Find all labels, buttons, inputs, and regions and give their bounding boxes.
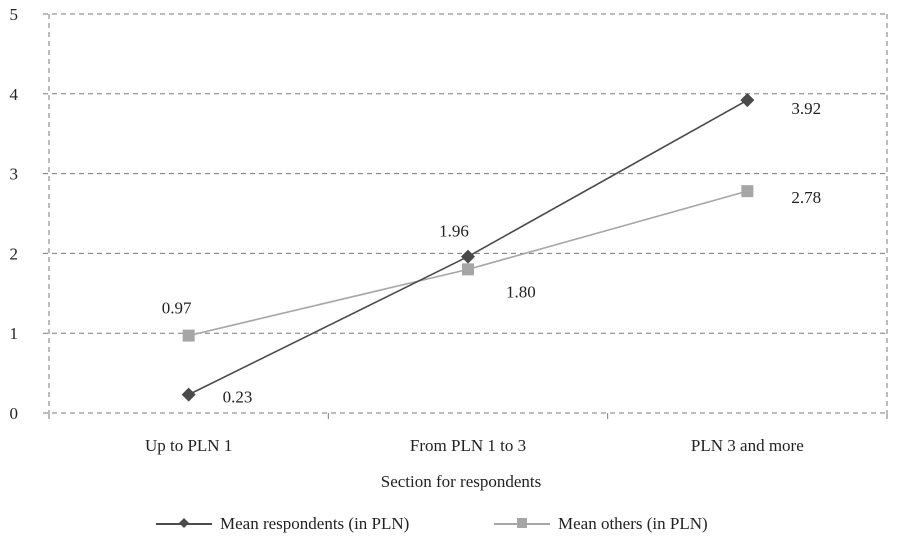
data-label: 0.97 bbox=[162, 299, 192, 318]
data-point-others bbox=[462, 263, 474, 276]
data-point-respondents bbox=[181, 387, 196, 402]
y-tick-labels: 0 1 2 3 4 5 bbox=[10, 5, 19, 423]
data-point-respondents bbox=[461, 249, 475, 264]
y-tick-label: 5 bbox=[10, 5, 19, 24]
data-label: 3.92 bbox=[791, 99, 821, 118]
series-line-respondents bbox=[188, 99, 748, 396]
x-tick-labels: Up to PLN 1 From PLN 1 to 3 PLN 3 and more bbox=[145, 436, 804, 455]
y-tick-label: 0 bbox=[10, 404, 19, 423]
x-tick-label: From PLN 1 to 3 bbox=[410, 436, 526, 455]
data-labels: 0.97 1.80 2.78 0.23 1.96 3.92 bbox=[162, 99, 821, 406]
data-point-others bbox=[182, 329, 195, 342]
y-tick-label: 1 bbox=[10, 324, 19, 343]
y-tick-label: 2 bbox=[10, 244, 19, 263]
data-label: 0.23 bbox=[223, 388, 253, 407]
data-label: 1.80 bbox=[506, 282, 536, 301]
x-tick-label: Up to PLN 1 bbox=[145, 436, 232, 455]
y-tick-label: 3 bbox=[10, 165, 19, 184]
series-group bbox=[181, 93, 755, 402]
data-point-respondents bbox=[740, 93, 755, 108]
gridlines bbox=[43, 13, 888, 413]
data-label: 2.78 bbox=[791, 188, 821, 207]
data-label: 1.96 bbox=[439, 222, 469, 241]
x-axis-title: Section for respondents bbox=[381, 472, 542, 491]
y-tick-label: 4 bbox=[10, 85, 19, 104]
data-point-others bbox=[741, 185, 754, 198]
axes bbox=[43, 14, 888, 419]
x-tick-label: PLN 3 and more bbox=[691, 436, 804, 455]
